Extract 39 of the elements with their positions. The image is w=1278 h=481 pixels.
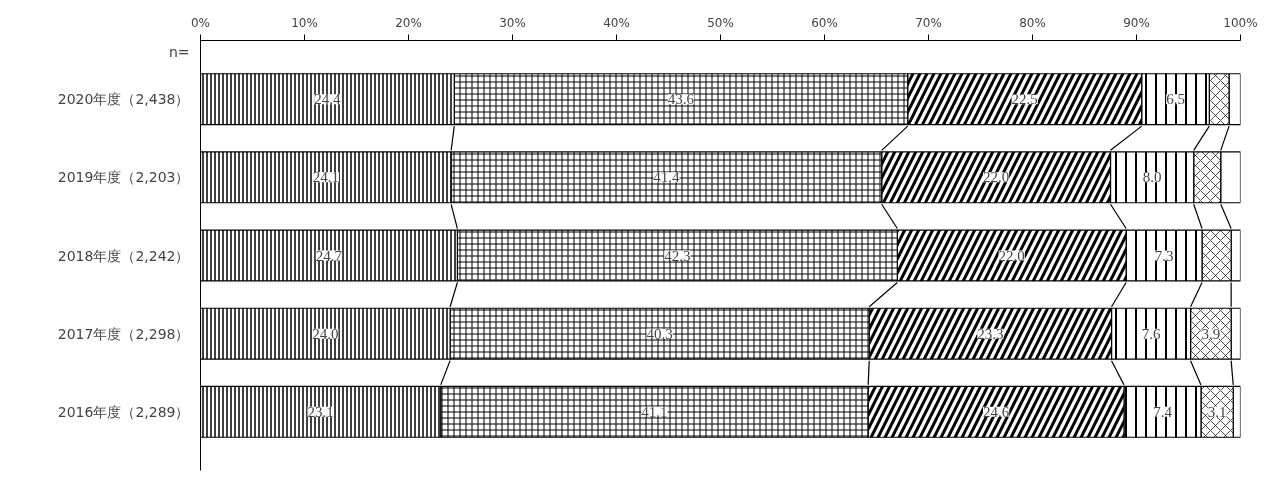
data-label: 42.3 bbox=[664, 247, 691, 264]
data-label: 41.4 bbox=[653, 169, 681, 186]
y-tick-label: 2016年度（2,289） bbox=[57, 403, 190, 420]
data-label: 22.0 bbox=[998, 247, 1025, 264]
x-tick-label: 80% bbox=[1019, 15, 1046, 30]
x-tick-label: 0% bbox=[190, 15, 211, 30]
data-label: 3.1 bbox=[1207, 403, 1227, 420]
x-tick-label: 10% bbox=[291, 15, 318, 30]
x-tick-label: 70% bbox=[915, 15, 942, 30]
data-label: 3.9 bbox=[1201, 325, 1221, 342]
data-label: 22.0 bbox=[982, 169, 1010, 186]
data-label: 7.4 bbox=[1153, 403, 1173, 420]
data-label: 7.6 bbox=[1141, 325, 1161, 342]
data-label: 24.4 bbox=[314, 91, 342, 108]
data-label: 22.5 bbox=[1011, 91, 1038, 108]
text: n= bbox=[168, 44, 190, 61]
data-label: 40.3 bbox=[646, 325, 673, 342]
y-tick-label: 2018年度（2,242） bbox=[57, 247, 190, 264]
x-tick-label: 20% bbox=[395, 15, 422, 30]
x-tick-label: 60% bbox=[811, 15, 838, 30]
x-tick-label: 40% bbox=[603, 15, 630, 30]
data-label: 24.1 bbox=[312, 169, 339, 186]
data-label: 23.1 bbox=[307, 403, 334, 420]
data-label: 6.5 bbox=[1166, 91, 1185, 108]
data-label: 43.6 bbox=[667, 91, 695, 108]
data-label: 41.1 bbox=[641, 403, 668, 420]
x-tick-label: 50% bbox=[707, 15, 734, 30]
y-tick-label: 2017年度（2,298） bbox=[57, 325, 190, 342]
data-label: 24.7 bbox=[315, 247, 343, 264]
data-label: 7.3 bbox=[1154, 247, 1174, 264]
y-tick-label: 2020年度（2,438） bbox=[57, 91, 190, 108]
data-label: 24.6 bbox=[982, 403, 1010, 420]
data-label: 8.0 bbox=[1142, 169, 1162, 186]
x-tick-label: 90% bbox=[1123, 15, 1150, 30]
x-tick-label: 30% bbox=[499, 15, 526, 30]
data-label: 24.0 bbox=[312, 325, 339, 342]
x-tick-label: 100% bbox=[1223, 15, 1258, 30]
y-tick-label: 2019年度（2,203） bbox=[57, 169, 190, 186]
data-label: 23.3 bbox=[977, 325, 1004, 342]
